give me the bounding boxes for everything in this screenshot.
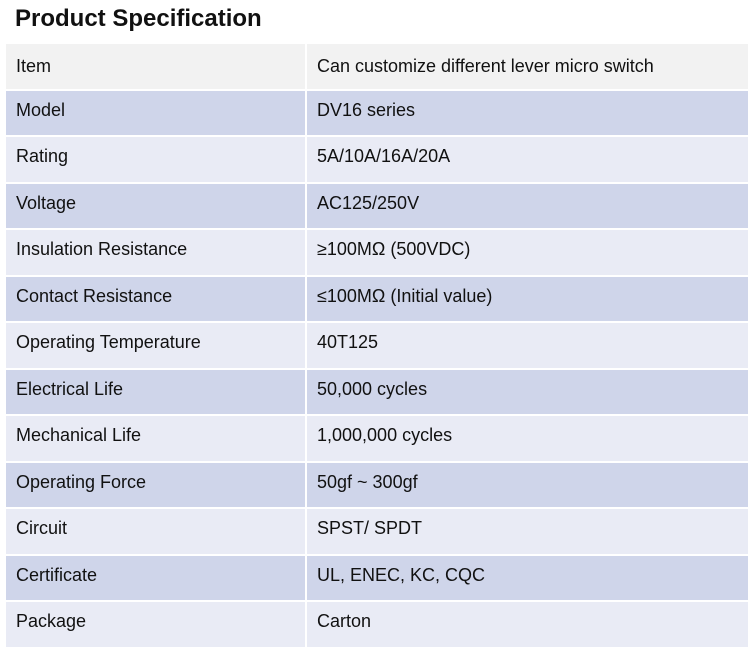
table-row: Insulation Resistance ≥100MΩ (500VDC) [4,228,750,277]
spec-label: Mechanical Life [4,414,307,463]
spec-value: 1,000,000 cycles [305,414,750,463]
spec-label: Voltage [4,181,307,230]
spec-label: Contact Resistance [4,274,307,323]
table-row: Contact Resistance ≤100MΩ (Initial value) [4,274,750,323]
table-row: Operating Force 50gf ~ 300gf [4,460,750,509]
table-row: Mechanical Life 1,000,000 cycles [4,414,750,463]
table-row: Operating Temperature 40T125 [4,321,750,370]
spec-value: ≥100MΩ (500VDC) [305,228,750,277]
spec-value: SPST/ SPDT [305,507,750,556]
spec-label: Certificate [4,553,307,602]
spec-value: 50,000 cycles [305,367,750,416]
spec-label: Operating Force [4,460,307,509]
page-title: Product Specification [15,5,262,32]
spec-label: Rating [4,135,307,184]
spec-label: Insulation Resistance [4,228,307,277]
spec-label: Model [4,88,307,137]
table-row: Voltage AC125/250V [4,181,750,230]
spec-table: Item Can customize different lever micro… [4,42,750,649]
spec-label: Electrical Life [4,367,307,416]
spec-value: 50gf ~ 300gf [305,460,750,509]
spec-value: DV16 series [305,88,750,137]
table-header-row: Item Can customize different lever micro… [4,42,750,91]
table-row: Package Carton [4,600,750,649]
spec-label: Operating Temperature [4,321,307,370]
table-row: Rating 5A/10A/16A/20A [4,135,750,184]
header-label: Item [4,42,307,91]
spec-value: 5A/10A/16A/20A [305,135,750,184]
table-row: Circuit SPST/ SPDT [4,507,750,556]
spec-value: AC125/250V [305,181,750,230]
header-value: Can customize different lever micro swit… [305,42,750,91]
spec-value: 40T125 [305,321,750,370]
table-row: Model DV16 series [4,88,750,137]
spec-value: ≤100MΩ (Initial value) [305,274,750,323]
spec-label: Package [4,600,307,649]
spec-value: Carton [305,600,750,649]
spec-value: UL, ENEC, KC, CQC [305,553,750,602]
table-row: Certificate UL, ENEC, KC, CQC [4,553,750,602]
table-row: Electrical Life 50,000 cycles [4,367,750,416]
spec-label: Circuit [4,507,307,556]
